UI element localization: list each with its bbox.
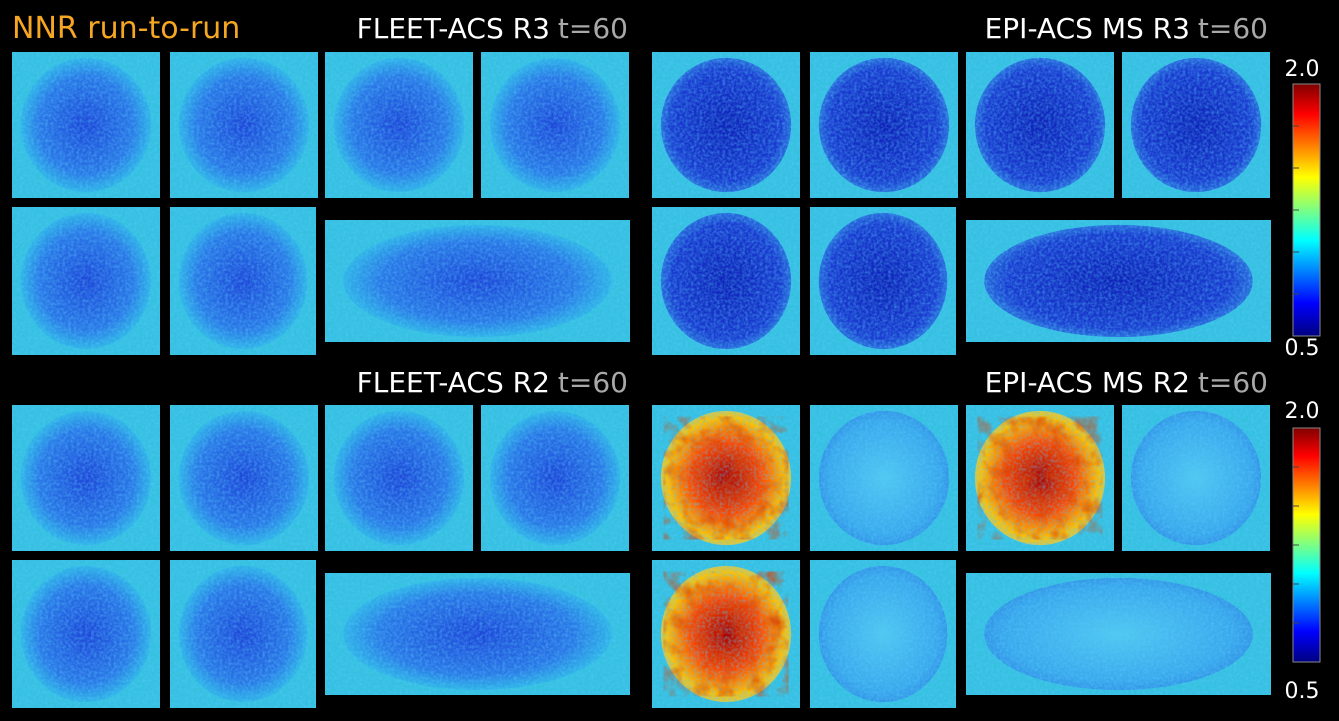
panel-title: FLEET-ACS R2 t=60 <box>357 366 628 399</box>
colorbar-max: 2.0 <box>1285 57 1320 82</box>
map-noise <box>652 52 800 198</box>
map-noise <box>170 52 318 198</box>
map-noise <box>170 405 318 551</box>
map-noise <box>12 207 160 355</box>
map-noise <box>170 560 316 708</box>
map-noise <box>12 52 160 198</box>
map-noise <box>810 560 956 708</box>
panel-title: FLEET-ACS R3 t=60 <box>357 12 628 45</box>
panel-label: FLEET-ACS R2 <box>357 366 550 399</box>
map-noise <box>1122 405 1270 551</box>
panel-label: EPI-ACS MS R2 <box>985 366 1190 399</box>
figure-title: NNR run-to-run <box>12 11 240 46</box>
panel-title: EPI-ACS MS R2 t=60 <box>985 366 1268 399</box>
map-noise <box>810 207 956 355</box>
map-noise <box>652 207 800 355</box>
map-noise <box>810 405 958 551</box>
panel-time: t=60 <box>558 12 628 45</box>
map-noise <box>325 220 630 342</box>
map-noise <box>12 405 160 551</box>
map-noise <box>966 573 1271 695</box>
panel-label: EPI-ACS MS R3 <box>985 12 1190 45</box>
colorbar-min: 0.5 <box>1285 336 1320 361</box>
map-noise <box>481 405 629 551</box>
panel-time: t=60 <box>1198 366 1268 399</box>
map-noise <box>810 52 958 198</box>
map-hot <box>977 416 1103 540</box>
map-noise <box>481 52 629 198</box>
map-noise <box>966 220 1271 342</box>
panel-label: FLEET-ACS R3 <box>357 12 550 45</box>
map-noise <box>325 405 473 551</box>
panel-time: t=60 <box>558 366 628 399</box>
panel-title: EPI-ACS MS R3 t=60 <box>985 12 1268 45</box>
map-noise <box>12 560 160 708</box>
map-noise <box>966 52 1114 198</box>
panel-time: t=60 <box>1198 12 1268 45</box>
map-noise <box>325 573 630 695</box>
image-tiles <box>12 52 1271 708</box>
colorbar-max: 2.0 <box>1285 399 1320 424</box>
map-hot <box>663 416 789 540</box>
map-noise <box>325 52 473 198</box>
map-noise <box>170 207 316 355</box>
colorbar-min: 0.5 <box>1285 679 1320 704</box>
map-noise <box>1122 52 1270 198</box>
map-hot <box>663 571 789 697</box>
